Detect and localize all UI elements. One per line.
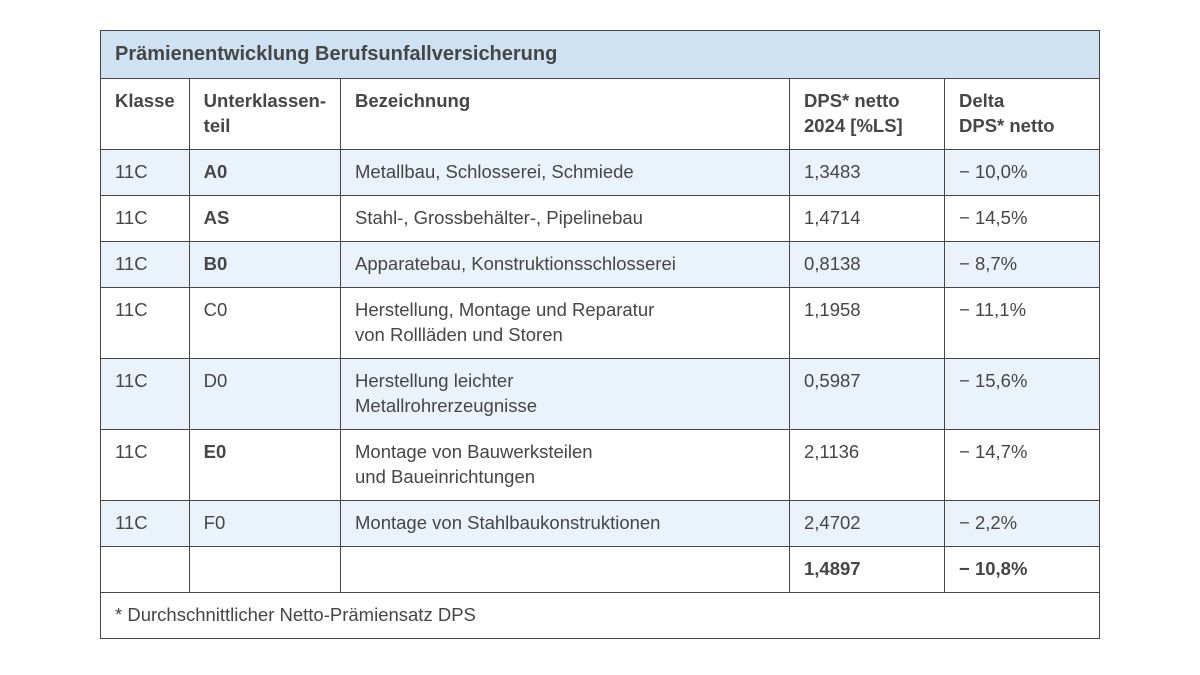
cell-dps: 0,8138: [790, 241, 945, 287]
cell-delta: − 8,7%: [945, 241, 1100, 287]
cell-bez: Herstellung, Montage und Reparaturvon Ro…: [341, 287, 790, 358]
totals-delta: − 10,8%: [945, 546, 1100, 592]
table-totals-row: 1,4897 − 10,8%: [101, 546, 1100, 592]
cell-delta: − 14,7%: [945, 429, 1100, 500]
table-header-row: Klasse Unterklassen-teil Bezeichnung DPS…: [101, 79, 1100, 150]
totals-dps: 1,4897: [790, 546, 945, 592]
cell-delta: − 10,0%: [945, 149, 1100, 195]
cell-bez: Stahl-, Grossbehälter-, Pipelinebau: [341, 195, 790, 241]
cell-dps: 1,4714: [790, 195, 945, 241]
cell-sub: A0: [189, 149, 340, 195]
table-title: Prämienentwicklung Berufsunfallversicher…: [101, 31, 1100, 79]
cell-delta: − 11,1%: [945, 287, 1100, 358]
cell-delta: − 2,2%: [945, 500, 1100, 546]
premium-table: Prämienentwicklung Berufsunfallversicher…: [100, 30, 1100, 639]
totals-empty: [341, 546, 790, 592]
table-row: 11CE0Montage von Bauwerksteilenund Bauei…: [101, 429, 1100, 500]
cell-delta: − 14,5%: [945, 195, 1100, 241]
col-header-sub: Unterklassen-teil: [189, 79, 340, 150]
cell-dps: 1,3483: [790, 149, 945, 195]
cell-klasse: 11C: [101, 195, 190, 241]
cell-klasse: 11C: [101, 358, 190, 429]
table-footnote: * Durchschnittlicher Netto-Prämiensatz D…: [101, 592, 1100, 638]
table-row: 11CD0Herstellung leichterMetallrohrerzeu…: [101, 358, 1100, 429]
cell-delta: − 15,6%: [945, 358, 1100, 429]
cell-sub: B0: [189, 241, 340, 287]
cell-sub: AS: [189, 195, 340, 241]
cell-klasse: 11C: [101, 429, 190, 500]
cell-bez: Montage von Stahlbaukonstruktionen: [341, 500, 790, 546]
cell-dps: 2,1136: [790, 429, 945, 500]
table-title-row: Prämienentwicklung Berufsunfallversicher…: [101, 31, 1100, 79]
table-row: 11CA0Metallbau, Schlosserei, Schmiede1,3…: [101, 149, 1100, 195]
cell-sub: E0: [189, 429, 340, 500]
cell-sub: D0: [189, 358, 340, 429]
cell-sub: C0: [189, 287, 340, 358]
table-row: 11CB0Apparatebau, Konstruktionsschlosser…: [101, 241, 1100, 287]
cell-bez: Montage von Bauwerksteilenund Baueinrich…: [341, 429, 790, 500]
table-footnote-row: * Durchschnittlicher Netto-Prämiensatz D…: [101, 592, 1100, 638]
col-header-dps: DPS* netto2024 [%LS]: [790, 79, 945, 150]
cell-klasse: 11C: [101, 500, 190, 546]
cell-dps: 1,1958: [790, 287, 945, 358]
cell-sub: F0: [189, 500, 340, 546]
cell-bez: Metallbau, Schlosserei, Schmiede: [341, 149, 790, 195]
cell-dps: 2,4702: [790, 500, 945, 546]
cell-klasse: 11C: [101, 287, 190, 358]
cell-klasse: 11C: [101, 149, 190, 195]
cell-bez: Apparatebau, Konstruktionsschlosserei: [341, 241, 790, 287]
table-row: 11CC0Herstellung, Montage und Reparaturv…: [101, 287, 1100, 358]
cell-klasse: 11C: [101, 241, 190, 287]
col-header-bez: Bezeichnung: [341, 79, 790, 150]
cell-dps: 0,5987: [790, 358, 945, 429]
totals-empty: [101, 546, 190, 592]
col-header-klasse: Klasse: [101, 79, 190, 150]
col-header-delta: DeltaDPS* netto: [945, 79, 1100, 150]
table-row: 11CF0Montage von Stahlbaukonstruktionen2…: [101, 500, 1100, 546]
cell-bez: Herstellung leichterMetallrohrerzeugniss…: [341, 358, 790, 429]
totals-empty: [189, 546, 340, 592]
table-row: 11CASStahl-, Grossbehälter-, Pipelinebau…: [101, 195, 1100, 241]
